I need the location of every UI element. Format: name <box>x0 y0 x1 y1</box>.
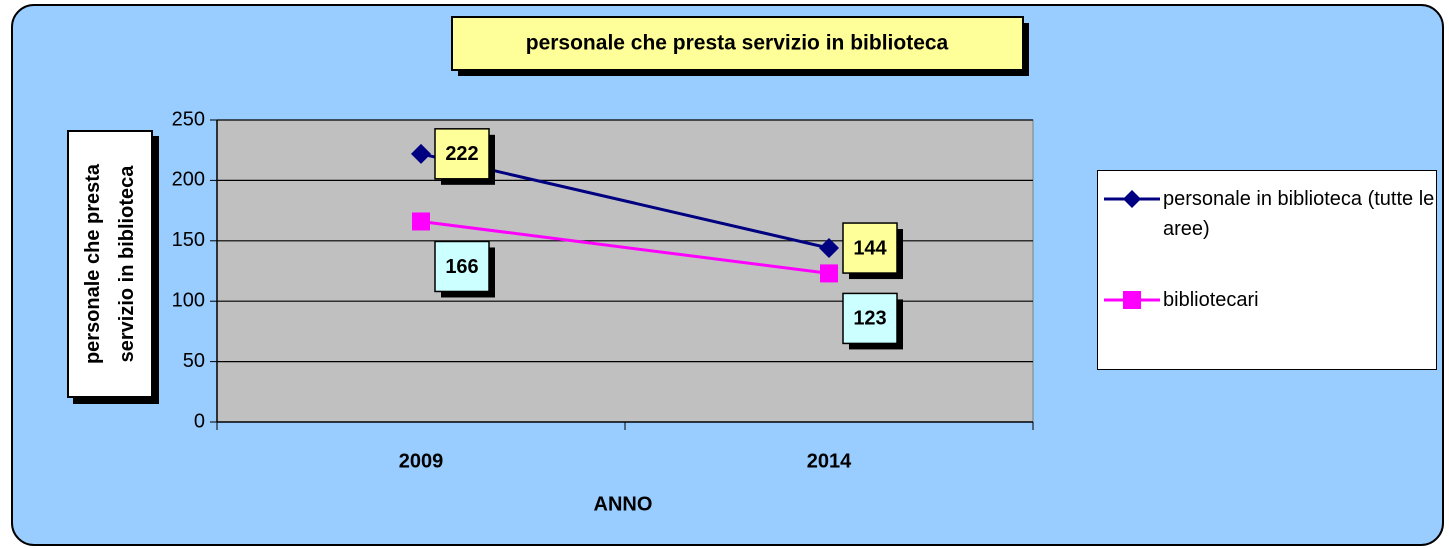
data-label: 123 <box>853 308 886 330</box>
y-tick-label: 100 <box>172 289 205 311</box>
legend-keys <box>1104 190 1160 309</box>
data-label: 222 <box>445 143 478 165</box>
legend-label: personale in biblioteca (tutte le aree) <box>1163 188 1435 240</box>
plot-area <box>216 119 1034 423</box>
marker <box>411 143 431 164</box>
marker <box>412 212 430 231</box>
y-tick-label: 0 <box>194 410 205 432</box>
data-label-box <box>434 240 490 293</box>
y-tick-label: 50 <box>183 350 205 372</box>
data-label-box <box>842 222 898 274</box>
chart-title: personale che presta servizio in bibliot… <box>526 32 949 55</box>
y-axis-title: personale che presta servizio in bibliot… <box>82 163 138 365</box>
x-tick-label: 2009 <box>399 450 444 472</box>
marker <box>819 238 839 259</box>
series-line <box>420 219 830 275</box>
x-tick-label: 2014 <box>807 450 852 472</box>
data-label-box <box>842 292 898 345</box>
y-tick-label: 150 <box>172 229 205 251</box>
y-axis-title-box: personale che presta servizio in bibliot… <box>67 130 153 398</box>
legend-label: bibliotecari <box>1163 289 1259 311</box>
title-box <box>451 16 1024 71</box>
y-tick-label: 250 <box>172 108 205 130</box>
data-label: 144 <box>853 237 887 259</box>
x-axis-title: ANNO <box>594 493 653 515</box>
legend: personale in biblioteca (tutte le aree) b… <box>1097 170 1437 370</box>
legend-key-marker <box>1123 291 1141 309</box>
data-label-box <box>434 128 490 180</box>
marker <box>820 264 838 283</box>
y-tick-label: 200 <box>172 169 205 191</box>
legend-key-marker <box>1123 190 1141 208</box>
data-label: 166 <box>445 256 478 278</box>
